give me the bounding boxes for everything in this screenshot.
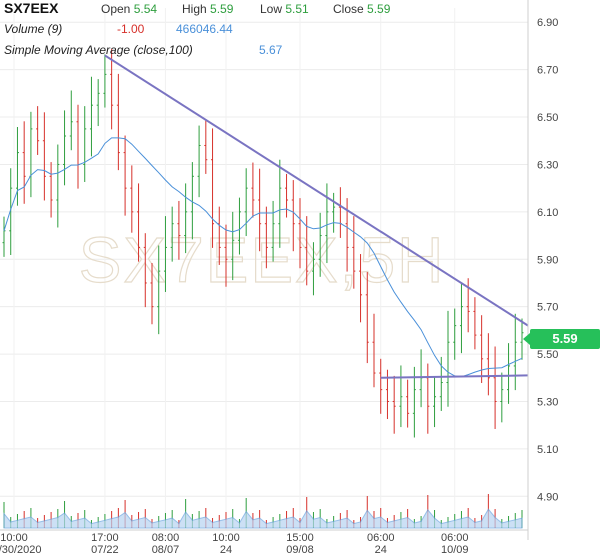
x-tick-time: 06:00 (367, 532, 395, 544)
x-tick-date: 24 (375, 544, 387, 556)
y-axis: 6.90 6.70 6.50 6.30 6.10 5.90 5.70 5.50 5.30 5.10… (527, 0, 558, 540)
watermark: SX7EEX,5H (79, 224, 446, 296)
close-label: Close (333, 2, 364, 16)
symbol-label: SX7EEX (4, 0, 59, 16)
y-tick-label: 5.10 (537, 444, 558, 456)
trendline (104, 54, 529, 327)
sma-line (3, 137, 523, 378)
x-tick-date: 06/30/2020 (0, 544, 42, 556)
x-tick-date: 10/09 (441, 544, 469, 556)
y-tick-label: 6.30 (537, 159, 558, 171)
candlestick-series (2, 48, 524, 438)
y-tick-label: 5.90 (537, 254, 558, 266)
volume-area (3, 508, 523, 529)
volume-change: -1.00 (117, 22, 145, 36)
trendline-annotations (104, 54, 529, 379)
x-axis: 10:0006/30/202017:0007/2208:0008/0710:00… (0, 529, 528, 556)
x-tick-date: 24 (220, 544, 232, 556)
y-tick-label: 5.50 (537, 349, 558, 361)
y-tick-label: 4.90 (537, 491, 558, 503)
sma-value: 5.67 (259, 43, 283, 57)
volume-legend[interactable]: Volume (9) (4, 22, 63, 36)
x-tick-time: 08:00 (152, 532, 180, 544)
low-readout: Low 5.51 (260, 2, 309, 16)
x-tick-time: 06:00 (441, 532, 469, 544)
high-value: 5.59 (210, 2, 234, 16)
y-tick-label: 6.90 (537, 17, 558, 29)
volume-value: 466046.44 (176, 22, 233, 36)
y-tick-label: 5.70 (537, 302, 558, 314)
x-tick-date: 09/08 (286, 544, 314, 556)
y-tick-label: 6.10 (537, 207, 558, 219)
low-value: 5.51 (285, 2, 309, 16)
low-label: Low (260, 2, 283, 16)
high-label: High (182, 2, 207, 16)
high-readout: High 5.59 (182, 2, 233, 16)
x-tick-date: 08/07 (152, 544, 180, 556)
volume-histogram (3, 494, 523, 529)
y-tick-label: 5.30 (537, 396, 558, 408)
support-line (380, 374, 529, 379)
x-tick-date: 07/22 (91, 544, 119, 556)
y-tick-label: 6.50 (537, 112, 558, 124)
last-price-tag: 5.59 (523, 329, 600, 349)
x-tick-time: 10:00 (0, 532, 28, 544)
open-value: 5.54 (133, 2, 158, 16)
close-value: 5.59 (367, 2, 391, 16)
open-label: Open (101, 2, 131, 16)
sma-legend[interactable]: Simple Moving Average (close,100) (4, 43, 193, 57)
y-tick-label: 6.70 (537, 65, 558, 77)
ohlc-readout: Open 5.54 (101, 2, 157, 16)
x-tick-time: 15:00 (286, 532, 314, 544)
x-tick-time: 10:00 (212, 532, 240, 544)
x-tick-time: 17:00 (91, 532, 119, 544)
close-readout: Close 5.59 (333, 2, 390, 16)
